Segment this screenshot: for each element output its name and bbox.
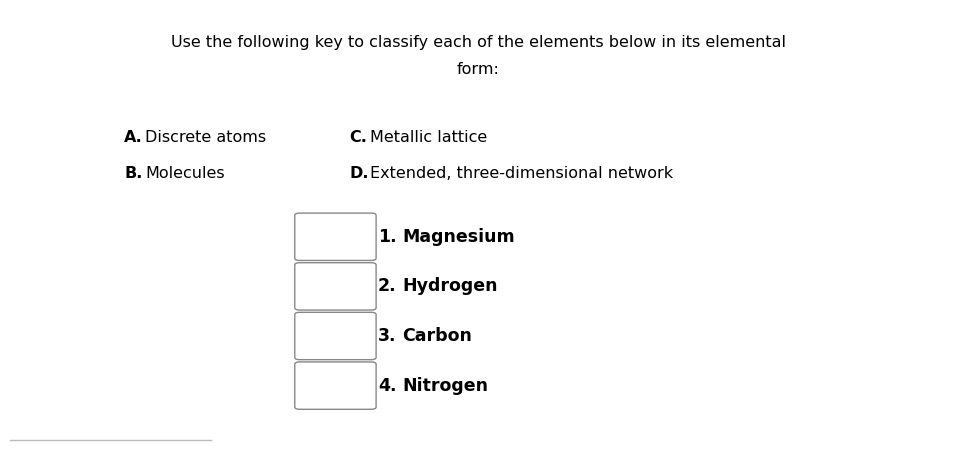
Text: Hydrogen: Hydrogen — [402, 277, 498, 295]
FancyBboxPatch shape — [295, 262, 376, 310]
Text: Discrete atoms: Discrete atoms — [145, 130, 267, 145]
Text: 4.: 4. — [378, 377, 396, 395]
FancyBboxPatch shape — [295, 312, 376, 360]
Text: Nitrogen: Nitrogen — [402, 377, 488, 395]
FancyBboxPatch shape — [295, 362, 376, 410]
Text: 3.: 3. — [378, 327, 396, 345]
Text: D.: D. — [349, 166, 368, 181]
Text: B.: B. — [124, 166, 143, 181]
Text: C.: C. — [349, 130, 367, 145]
Text: A.: A. — [124, 130, 144, 145]
Text: Metallic lattice: Metallic lattice — [370, 130, 488, 145]
Text: Molecules: Molecules — [145, 166, 225, 181]
Text: Extended, three-dimensional network: Extended, three-dimensional network — [370, 166, 674, 181]
Text: Carbon: Carbon — [402, 327, 472, 345]
Text: Use the following key to classify each of the elements below in its elemental: Use the following key to classify each o… — [171, 35, 786, 51]
Text: 1.: 1. — [378, 228, 396, 246]
FancyBboxPatch shape — [295, 213, 376, 261]
Text: form:: form: — [457, 62, 500, 78]
Text: 2.: 2. — [378, 277, 396, 295]
Text: Magnesium: Magnesium — [402, 228, 515, 246]
